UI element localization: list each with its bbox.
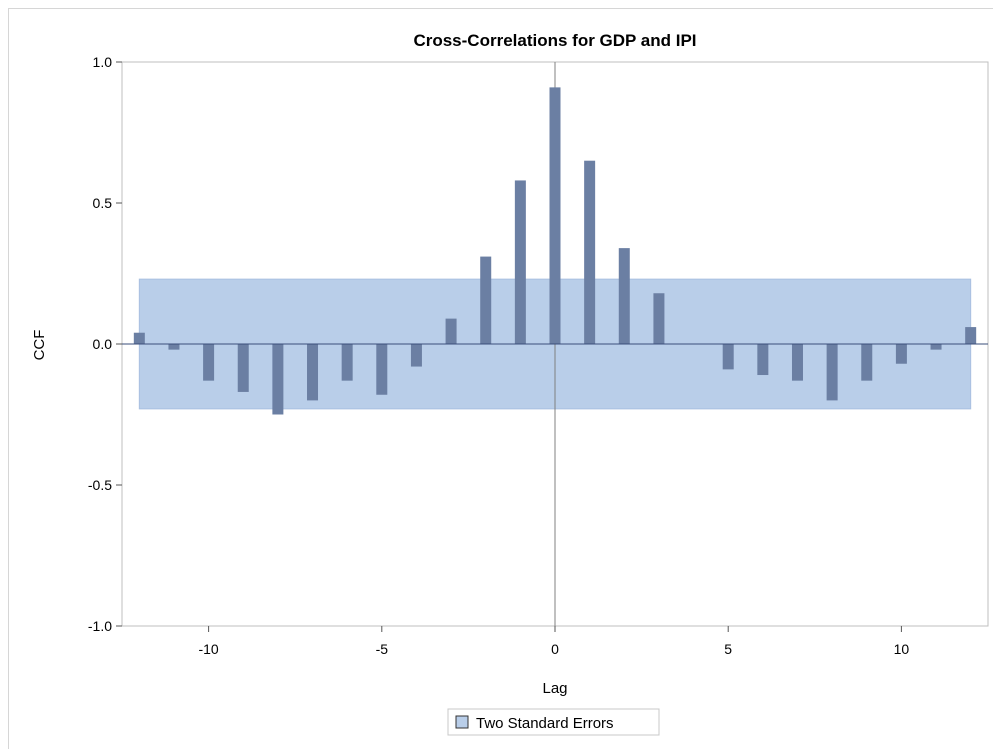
bar bbox=[965, 327, 977, 344]
x-tick-label: -5 bbox=[376, 641, 389, 657]
bar bbox=[203, 344, 215, 381]
bar bbox=[168, 344, 180, 350]
bar bbox=[514, 180, 526, 344]
bar bbox=[791, 344, 803, 381]
chart-title: Cross-Correlations for GDP and IPI bbox=[413, 31, 696, 50]
legend-box bbox=[447, 708, 660, 736]
bar bbox=[445, 318, 457, 344]
y-tick-label: 0.5 bbox=[93, 195, 113, 211]
x-tick-label: -10 bbox=[198, 641, 218, 657]
bar bbox=[341, 344, 353, 381]
bar bbox=[480, 256, 492, 344]
bar bbox=[272, 344, 284, 415]
bar bbox=[826, 344, 838, 401]
y-tick-label: 0.0 bbox=[93, 336, 113, 352]
bar bbox=[549, 87, 561, 344]
x-axis-label: Lag bbox=[542, 680, 567, 697]
chart-frame bbox=[8, 8, 993, 749]
x-tick-label: 5 bbox=[724, 641, 732, 657]
legend-swatch bbox=[455, 715, 469, 729]
legend-entry: Two Standard Errors bbox=[476, 715, 614, 732]
legend: Two Standard Errors bbox=[447, 708, 660, 736]
x-tick-label: 0 bbox=[551, 641, 559, 657]
bar bbox=[653, 293, 665, 344]
bar bbox=[410, 344, 422, 367]
bar bbox=[618, 248, 630, 344]
bar bbox=[133, 332, 145, 344]
y-tick-label: 1.0 bbox=[93, 54, 113, 70]
bar bbox=[895, 344, 907, 364]
y-tick-label: -0.5 bbox=[88, 477, 112, 493]
bar bbox=[307, 344, 319, 401]
bar bbox=[861, 344, 873, 381]
x-tick-label: 10 bbox=[894, 641, 910, 657]
y-axis-label: CCF bbox=[31, 330, 48, 361]
bar bbox=[237, 344, 249, 392]
bar bbox=[930, 344, 942, 350]
bar bbox=[376, 344, 388, 395]
plot-area: 1.0 0.5 0.0 -0.5 -1.0 -10 -5 0 5 10 bbox=[88, 54, 989, 657]
bar bbox=[722, 344, 734, 370]
bar bbox=[757, 344, 769, 376]
bar bbox=[584, 160, 596, 344]
y-tick-label: -1.0 bbox=[88, 618, 112, 634]
